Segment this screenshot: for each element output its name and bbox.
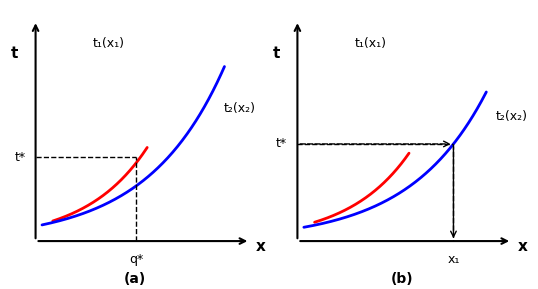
Text: t₁(x₁): t₁(x₁)	[93, 37, 125, 50]
Text: t₁(x₁): t₁(x₁)	[355, 37, 387, 50]
Text: x: x	[256, 239, 266, 254]
Text: t: t	[273, 46, 280, 61]
Text: q*: q*	[129, 253, 144, 266]
Text: t₂(x₂): t₂(x₂)	[224, 102, 256, 115]
Text: (a): (a)	[124, 272, 146, 286]
Text: t*: t*	[276, 138, 287, 151]
Text: t: t	[11, 46, 18, 61]
Text: t₂(x₂): t₂(x₂)	[496, 110, 528, 123]
Text: x: x	[518, 239, 527, 254]
Text: t*: t*	[15, 151, 25, 164]
Text: (b): (b)	[391, 272, 413, 286]
Text: x₁: x₁	[447, 253, 459, 266]
